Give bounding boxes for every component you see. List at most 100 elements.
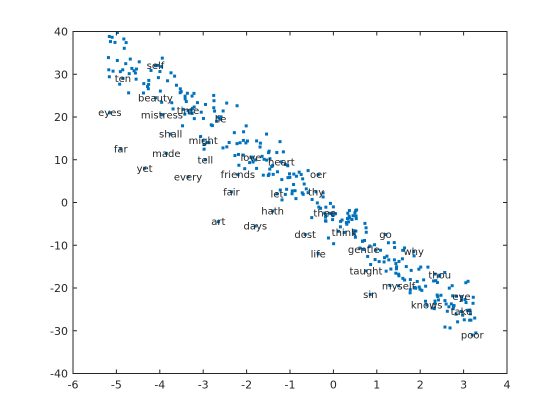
scatter-point	[118, 82, 122, 86]
scatter-point	[183, 94, 187, 98]
scatter-point	[319, 206, 323, 210]
scatter-point	[173, 74, 177, 78]
scatter-point	[266, 173, 270, 177]
scatter-point	[392, 241, 396, 245]
scatter-point	[388, 283, 392, 287]
word-point	[216, 220, 220, 224]
scatter-point	[216, 115, 220, 119]
y-tick-label: 30	[54, 68, 68, 81]
scatter-point	[397, 274, 401, 278]
scatter-point	[389, 267, 393, 271]
scatter-point	[160, 100, 164, 104]
scatter-point	[418, 287, 422, 291]
scatter-point	[134, 67, 138, 71]
scatter-point	[324, 205, 328, 209]
scatter-point	[294, 197, 298, 201]
scatter-point	[464, 281, 468, 285]
scatter-point	[415, 280, 419, 284]
word-label: lie	[215, 115, 227, 126]
word-label: might	[189, 136, 218, 147]
word-label: tell	[198, 155, 214, 166]
scatter-point	[394, 271, 398, 275]
scatter-point	[444, 302, 448, 306]
scatter-point	[141, 91, 145, 95]
scatter-point	[113, 40, 117, 44]
points-layer	[106, 31, 478, 337]
word-point	[303, 233, 307, 237]
y-tick-label: -30	[50, 325, 68, 338]
scatter-point	[292, 172, 296, 176]
word-point	[153, 96, 157, 100]
scatter-point	[332, 242, 336, 246]
scatter-point	[235, 104, 239, 108]
scatter-point	[347, 209, 351, 213]
scatter-point	[345, 217, 349, 221]
word-label: made	[152, 149, 180, 160]
scatter-point	[310, 216, 314, 220]
scatter-point	[397, 272, 401, 276]
scatter-point	[212, 93, 216, 97]
scatter-point	[169, 71, 173, 75]
scatter-point	[339, 219, 343, 223]
scatter-point	[212, 99, 216, 103]
scatter-point	[432, 279, 436, 283]
scatter-point	[122, 37, 126, 41]
scatter-point	[419, 265, 423, 269]
scatter-point	[338, 225, 342, 229]
word-label: love	[240, 153, 261, 164]
word-point	[459, 295, 463, 299]
scatter-point	[321, 191, 325, 195]
scatter-point	[268, 167, 272, 171]
scatter-point	[261, 173, 265, 177]
scatter-point	[352, 232, 356, 236]
scatter-point	[471, 295, 475, 299]
scatter-point	[160, 65, 164, 69]
scatter-point	[364, 230, 368, 234]
scatter-point	[306, 191, 310, 195]
scatter-point	[244, 141, 248, 145]
scatter-point	[181, 107, 185, 111]
scatter-point	[417, 285, 421, 289]
word-point	[316, 252, 320, 256]
scatter-point	[315, 201, 319, 205]
scatter-point	[158, 70, 162, 74]
word-label: life	[311, 249, 326, 260]
scatter-point	[461, 313, 465, 317]
word-label: yet	[137, 164, 153, 175]
scatter-point	[137, 60, 141, 64]
scatter-point	[451, 294, 455, 298]
word-point	[229, 190, 233, 194]
scatter-point	[233, 154, 237, 158]
scatter-point	[185, 91, 189, 95]
scatter-point	[474, 331, 478, 335]
scatter-point	[241, 153, 245, 157]
word-label: myself	[382, 281, 416, 292]
scatter-point	[288, 172, 292, 176]
scatter-point	[258, 141, 262, 145]
scatter-point	[201, 116, 205, 120]
x-tick-label: -4	[154, 379, 165, 392]
scatter-point	[363, 221, 367, 225]
word-point	[314, 190, 318, 194]
word-label: go	[379, 230, 391, 241]
scatter-point	[347, 220, 351, 224]
x-tick-label: -5	[111, 379, 122, 392]
scatter-point	[353, 211, 357, 215]
scatter-point	[462, 318, 466, 322]
scatter-point	[210, 124, 214, 128]
scatter-point	[353, 235, 357, 239]
word-label: friends	[221, 170, 255, 181]
scatter-point	[323, 219, 327, 223]
word-label: take	[451, 307, 473, 318]
scatter-point	[238, 141, 242, 145]
scatter-point	[334, 212, 338, 216]
scatter-point	[242, 130, 246, 134]
scatter-point	[202, 147, 206, 151]
scatter-point	[437, 298, 441, 302]
x-axis: -6 -5 -4 -3 -2 -1 0 1 2 3 4	[68, 31, 511, 392]
scatter-point	[328, 201, 332, 205]
scatter-point	[127, 91, 131, 95]
word-label: oer	[310, 170, 327, 181]
x-tick-label: 1	[373, 379, 380, 392]
scatter-point	[387, 258, 391, 262]
